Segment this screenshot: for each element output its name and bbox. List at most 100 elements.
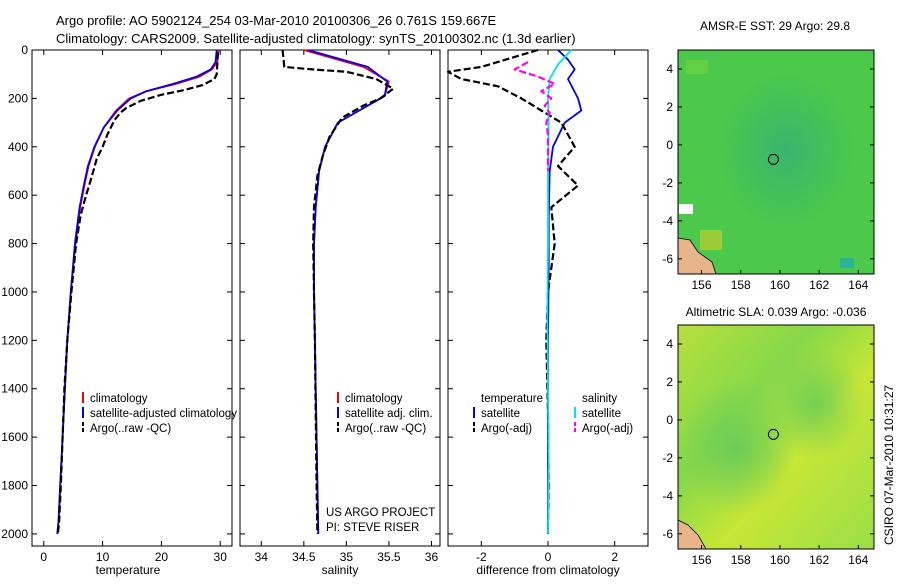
sst-map-panel: AMSR-E SST: 29 Argo: 29.8 156 158 160 162 16… [662, 19, 875, 292]
salinity-series [281, 49, 395, 534]
sst-missing-data [679, 204, 693, 214]
map-y-tick-label: -4 [662, 489, 673, 503]
difference-legend: temperature satellite Argo(-adj) salinit… [473, 393, 633, 435]
map-x-tick-label: 158 [731, 553, 751, 567]
timestamp-stamp: CSIRO 07-Mar-2010 10:31:27 [882, 385, 896, 545]
map-x-tick-label: 160 [770, 553, 790, 567]
difference-depth-ticks [448, 49, 648, 535]
x-tick-label: 35 [340, 550, 354, 564]
salinity-legend: climatology satellite adj. clim. Argo(..… [337, 392, 433, 435]
sla-map-title: Altimetric SLA: 0.039 Argo: -0.036 [686, 305, 867, 319]
series-line-argo [56, 52, 219, 535]
series-line-salinity-argo [513, 61, 556, 171]
map-y-tick-label: 4 [666, 62, 673, 76]
legend-label-argo: Argo(..raw -QC) [345, 423, 426, 435]
y-tick-label: 1000 [1, 285, 28, 299]
x-tick-label: 0 [545, 550, 552, 564]
map-y-tick-label: -2 [662, 176, 673, 190]
y-tick-label: 800 [8, 237, 28, 251]
map-y-tick-label: -6 [662, 252, 673, 266]
salinity-xlabel: salinity [322, 563, 359, 577]
x-tick-label: 30 [214, 550, 228, 564]
x-tick-label: 10 [96, 550, 110, 564]
map-y-tick-label: 2 [666, 100, 673, 114]
sla-map-axes [677, 324, 875, 550]
figure-title-line2: Climatology: CARS2009. Satellite-adjuste… [56, 31, 576, 46]
sst-map-title: AMSR-E SST: 29 Argo: 29.8 [700, 19, 850, 33]
difference-axis-ticks: -2 0 2 [476, 50, 618, 564]
legend-label-temp-argo: Argo(-adj) [481, 423, 532, 435]
sst-field-patch [840, 258, 854, 268]
legend-label-climatology: climatology [345, 393, 403, 405]
salinity-depth-ticks [240, 49, 440, 535]
map-y-tick-label: -4 [662, 214, 673, 228]
x-tick-label: 20 [155, 550, 169, 564]
sst-field-patch [686, 60, 708, 74]
x-tick-label: 34 [255, 550, 269, 564]
legend-label-sal-satellite: satellite [582, 408, 621, 420]
project-note: US ARGO PROJECT [326, 507, 435, 519]
temperature-axes [31, 49, 233, 547]
legend-label-temp-satellite: satellite [481, 408, 520, 420]
y-tick-label: 1200 [1, 333, 28, 347]
legend-label-satellite: satellite-adjusted climatology [90, 408, 237, 420]
sst-map-ticks: 156 158 160 162 164 4 2 0 -2 -4 -6 [662, 62, 874, 292]
map-y-tick-label: 4 [666, 337, 673, 351]
map-x-tick-label: 164 [848, 278, 868, 292]
map-y-tick-label: -2 [662, 451, 673, 465]
temperature-panel: 0 200 400 600 800 1000 1200 1400 1600 1800 2000 0 1… [1, 43, 237, 577]
y-tick-label: 200 [8, 91, 28, 105]
sla-argo-location-marker [767, 428, 779, 440]
x-tick-label: 0 [40, 550, 47, 564]
map-x-tick-label: 156 [692, 278, 712, 292]
figure-title-line1: Argo profile: AO 5902124_254 03-Mar-2010… [56, 13, 497, 28]
legend-title-temperature: temperature [481, 393, 543, 405]
map-x-tick-label: 164 [848, 553, 868, 567]
legend-label-climatology: climatology [90, 393, 148, 405]
x-tick-label: 35.5 [377, 550, 401, 564]
map-x-tick-label: 160 [770, 278, 790, 292]
difference-xlabel: difference from climatology [476, 563, 619, 577]
y-tick-label: 1800 [1, 479, 28, 493]
temperature-legend: climatology satellite-adjusted climatolo… [82, 392, 237, 435]
sst-argo-location-marker [767, 153, 779, 165]
temperature-series [56, 49, 220, 535]
map-x-tick-label: 162 [809, 553, 829, 567]
legend-label-argo: Argo(..raw -QC) [90, 423, 171, 435]
y-tick-label: 1400 [1, 382, 28, 396]
map-x-tick-label: 156 [692, 553, 712, 567]
map-y-tick-label: -6 [662, 527, 673, 541]
map-x-tick-label: 158 [731, 278, 751, 292]
sla-field-shading [678, 325, 874, 549]
sst-field-patch [700, 230, 722, 250]
depth-axis-ticks: 0 200 400 600 800 1000 1200 1400 1600 1800 2000 [1, 43, 232, 541]
map-y-tick-label: 0 [666, 138, 673, 152]
map-y-tick-label: 2 [666, 375, 673, 389]
y-tick-label: 0 [21, 43, 28, 57]
temperature-axis-ticks: 0 10 20 30 [40, 50, 227, 564]
salinity-axis-ticks: 34 34.5 35 35.5 36 [255, 50, 439, 564]
legend-label-sal-argo: Argo(-adj) [582, 423, 633, 435]
legend-title-salinity: salinity [582, 393, 617, 405]
x-tick-label: -2 [476, 550, 487, 564]
sst-map-axes [677, 49, 875, 275]
y-tick-label: 2000 [1, 527, 28, 541]
salinity-panel: 34 34.5 35 35.5 36 salinity climatology sate… [239, 49, 441, 577]
x-tick-label: 34.5 [292, 550, 316, 564]
difference-panel: -2 0 2 difference from climatology tempera… [446, 48, 649, 577]
sla-map-panel: Altimetric SLA: 0.039 Argo: -0.036 156 15… [662, 305, 875, 567]
series-line-argo [281, 49, 395, 534]
map-y-tick-label: 0 [666, 413, 673, 427]
temperature-xlabel: temperature [96, 563, 161, 577]
x-tick-label: 2 [611, 550, 618, 564]
salinity-axes [239, 49, 441, 547]
y-tick-label: 1600 [1, 430, 28, 444]
pi-note: PI: STEVE RISER [326, 522, 419, 534]
difference-series [446, 48, 583, 534]
legend-label-satellite: satellite adj. clim. [345, 408, 433, 420]
y-tick-label: 600 [8, 188, 28, 202]
sla-map-ticks: 156 158 160 162 164 4 2 0 -2 -4 -6 [662, 337, 874, 567]
y-tick-label: 400 [8, 140, 28, 154]
x-tick-label: 36 [425, 550, 439, 564]
